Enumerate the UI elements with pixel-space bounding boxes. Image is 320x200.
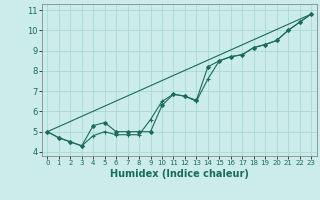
X-axis label: Humidex (Indice chaleur): Humidex (Indice chaleur): [110, 169, 249, 179]
